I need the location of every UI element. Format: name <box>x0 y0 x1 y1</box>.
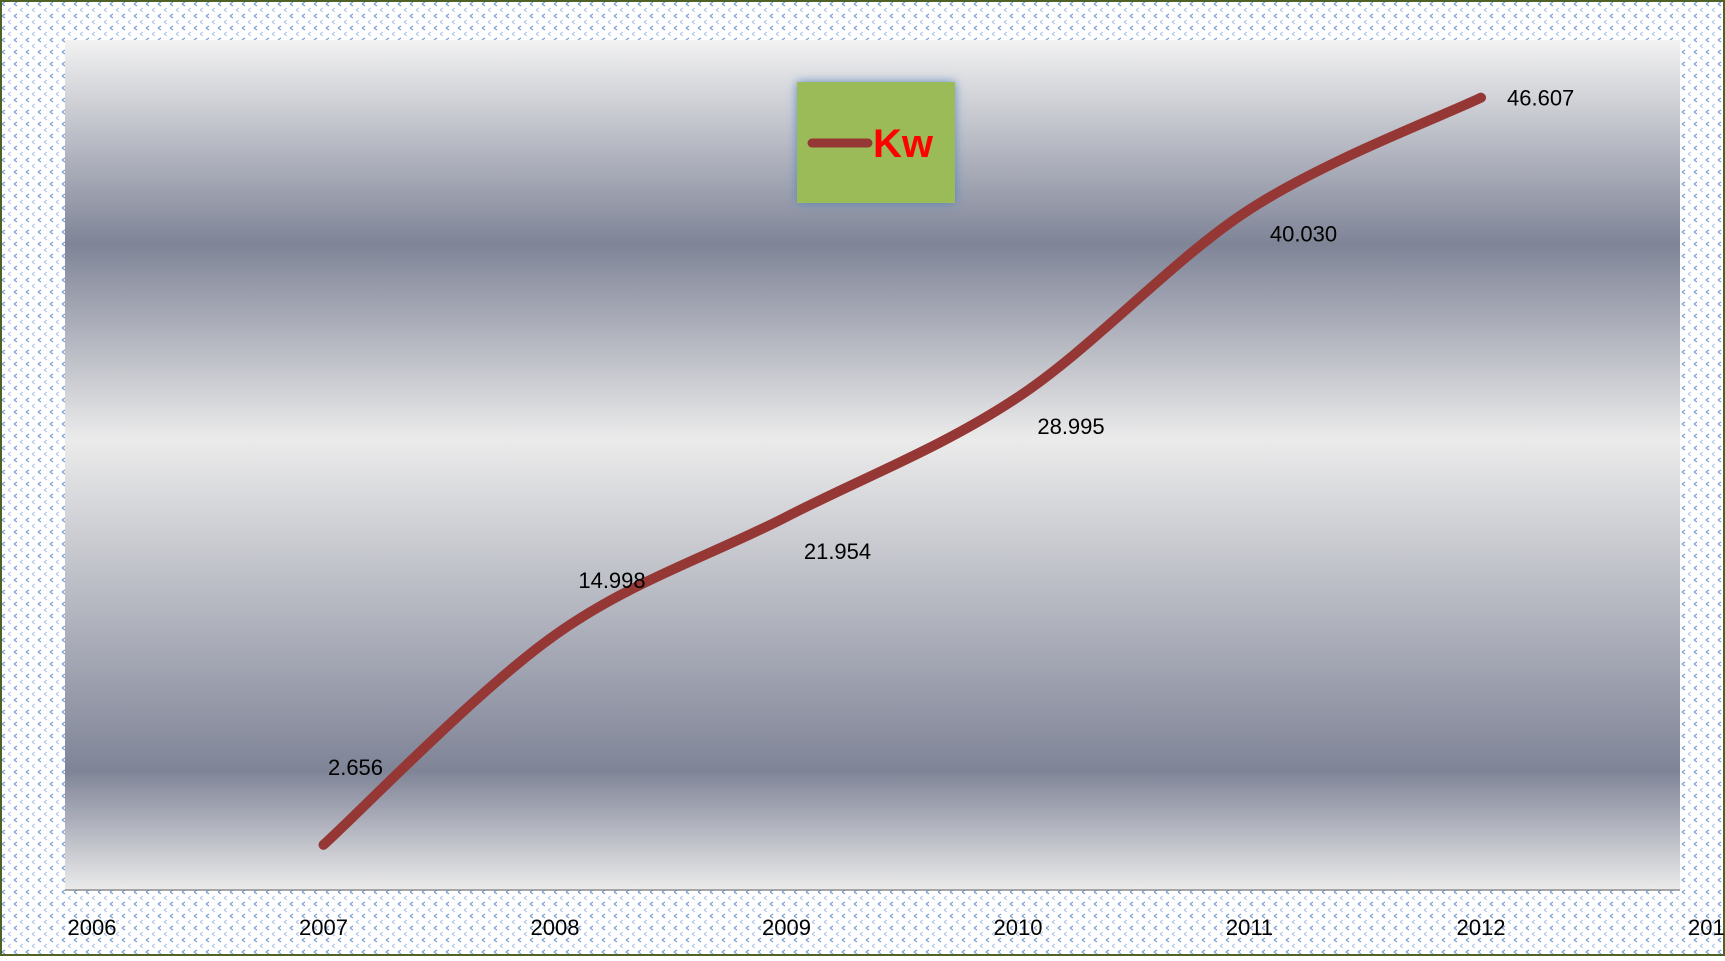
series-layer <box>318 92 1486 850</box>
data-label: 28.995 <box>1037 414 1104 439</box>
x-axis-ticks: 2006 2007 2008 2009 2010 2011 2012 2013 <box>68 915 1725 940</box>
x-tick-label: 2009 <box>762 915 811 940</box>
x-tick-label: 2007 <box>299 915 348 940</box>
legend-label: Kw <box>873 122 934 166</box>
data-label: 40.030 <box>1270 221 1337 246</box>
x-tick-label: 2013 <box>1688 915 1725 940</box>
x-tick-label: 2012 <box>1457 915 1506 940</box>
data-label: 2.656 <box>328 755 383 780</box>
x-tick-label: 2006 <box>68 915 117 940</box>
x-tick-label: 2008 <box>531 915 580 940</box>
data-label: 21.954 <box>804 539 871 564</box>
x-tick-label: 2011 <box>1226 915 1273 940</box>
series-line-kw <box>318 92 1486 850</box>
x-tick-label: 2010 <box>994 915 1043 940</box>
data-labels: 2.656 14.998 21.954 28.995 40.030 46.607 <box>328 86 1574 780</box>
data-label: 46.607 <box>1507 86 1574 111</box>
data-label: 14.998 <box>578 568 645 593</box>
